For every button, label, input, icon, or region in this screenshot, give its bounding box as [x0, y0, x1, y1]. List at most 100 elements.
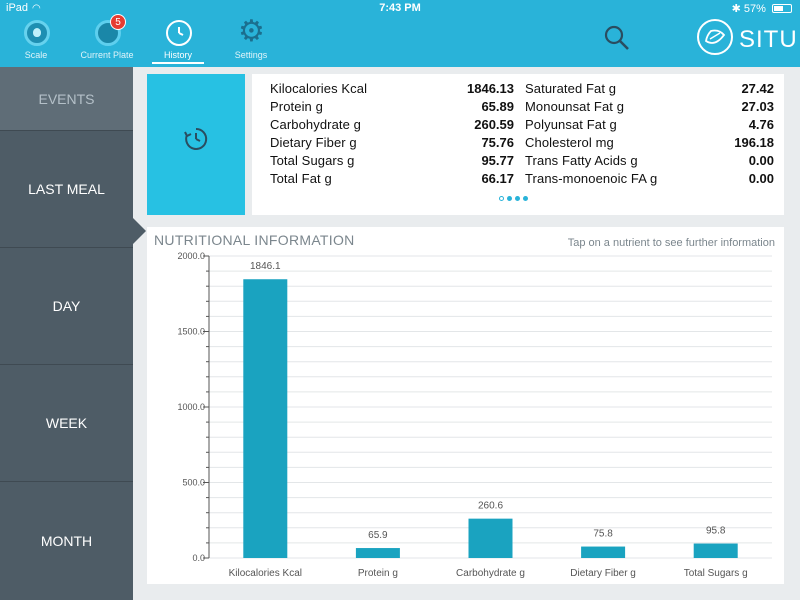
- nutrient-name: Dietary Fiber g: [270, 135, 357, 150]
- nutrient-row[interactable]: Polyunsat Fat g 4.76: [525, 116, 774, 134]
- nutrient-name: Total Sugars g: [270, 153, 355, 168]
- status-time: 7:43 PM: [379, 2, 421, 14]
- page-dot: [507, 196, 512, 201]
- summary-divider: [245, 74, 252, 215]
- nutrient-name: Carbohydrate g: [270, 117, 362, 132]
- chart-bar[interactable]: [581, 546, 626, 558]
- nutrient-value: 0.00: [748, 153, 774, 168]
- nutrient-row[interactable]: Carbohydrate g 260.59: [270, 116, 514, 134]
- sidebar-item-month[interactable]: MONTH: [40, 533, 93, 549]
- nutrient-column-left: Kilocalories Kcal 1846.13 Protein g 65.89 …: [270, 80, 514, 188]
- active-tab-indicator: [152, 62, 204, 64]
- search-icon: [604, 25, 629, 50]
- nutrient-value: 4.76: [748, 117, 774, 132]
- chart-bar[interactable]: [355, 548, 400, 558]
- nutrient-name: Saturated Fat g: [525, 81, 617, 96]
- battery-percent: 57%: [743, 3, 766, 15]
- x-tick-label: Protein g: [358, 568, 398, 579]
- history-tile: [147, 74, 245, 215]
- tab-settings-label: Settings: [234, 50, 268, 60]
- page-dot: [523, 196, 528, 201]
- nutrient-row[interactable]: Trans Fatty Acids g 0.00: [525, 152, 774, 170]
- nutrient-value: 66.17: [481, 171, 514, 186]
- page-indicator[interactable]: [499, 196, 531, 204]
- search-button[interactable]: [603, 24, 631, 52]
- bar-value-label: 95.8: [706, 526, 726, 537]
- scale-icon: [24, 20, 50, 46]
- y-tick-label: 2000.0: [177, 251, 205, 261]
- nutrition-bar-chart: 0.0 500.0 1000.0 1500.0 2000.0 1846.1 Kilocalo…: [177, 251, 772, 579]
- wifi-icon: ◠: [32, 3, 41, 14]
- x-tick-label: Total Sugars g: [684, 568, 748, 579]
- nutrient-row[interactable]: Protein g 65.89: [270, 98, 514, 116]
- x-tick-label: Carbohydrate g: [456, 568, 525, 579]
- nutrient-row[interactable]: Cholesterol mg 196.18: [525, 134, 774, 152]
- nutrient-name: Total Fat g: [270, 171, 332, 186]
- nutrient-row[interactable]: Total Fat g 66.17: [270, 170, 514, 188]
- nutrient-value: 95.77: [481, 153, 514, 168]
- plate-icon: [95, 20, 121, 46]
- bar-value-label: 260.6: [478, 501, 503, 512]
- nutrient-summary-card[interactable]: Kilocalories Kcal 1846.13 Protein g 65.89 …: [147, 74, 784, 215]
- bluetooth-icon: ✱: [731, 3, 741, 15]
- nutrient-value: 75.76: [481, 135, 514, 150]
- sidebar-events-header: EVENTS: [0, 67, 133, 131]
- chart-bar[interactable]: [693, 543, 738, 558]
- tab-current-plate[interactable]: 5 Current Plate: [77, 14, 137, 64]
- x-tick-label: Kilocalories Kcal: [229, 568, 302, 579]
- nutrition-chart-card: 0.0 500.0 1000.0 1500.0 2000.0 1846.1 Kilocalo…: [147, 227, 784, 584]
- history-icon: [184, 127, 208, 150]
- status-bar: iPad ◠ 7:43 PM ✱ 57%: [0, 0, 800, 18]
- nutrient-name: Protein g: [270, 99, 323, 114]
- status-right: ✱ 57%: [732, 2, 792, 15]
- nutrient-value: 27.42: [741, 81, 774, 96]
- situ-logo-icon: [697, 19, 733, 55]
- chart-bar[interactable]: [468, 518, 513, 558]
- nutrient-value: 65.89: [481, 99, 514, 114]
- battery-icon: [772, 4, 792, 13]
- nutrient-row[interactable]: Kilocalories Kcal 1846.13: [270, 80, 514, 98]
- chart-bar[interactable]: [243, 279, 288, 558]
- gear-icon: ⚙: [238, 15, 265, 48]
- tab-scale[interactable]: Scale: [6, 18, 66, 64]
- nutrient-name: Monounsat Fat g: [525, 99, 625, 114]
- nutrient-name: Kilocalories Kcal: [270, 81, 368, 96]
- tab-history-label: History: [163, 50, 192, 60]
- nutrient-value: 27.03: [741, 99, 774, 114]
- nutrient-name: Cholesterol mg: [525, 135, 614, 150]
- sidebar: EVENTS LAST MEAL DAY WEEK MONTH: [0, 67, 133, 600]
- nutrient-name: Trans Fatty Acids g: [525, 153, 638, 168]
- sidebar-item-week[interactable]: WEEK: [0, 365, 133, 482]
- nutrient-value: 1846.13: [467, 81, 514, 96]
- bar-value-label: 1846.1: [250, 261, 281, 272]
- nutrient-name: Trans-monoenoic FA g: [525, 171, 658, 186]
- brand-name: SITU: [739, 26, 798, 53]
- history-clock-icon: [166, 20, 192, 46]
- nutrient-row[interactable]: Monounsat Fat g 27.03: [525, 98, 774, 116]
- device-name: iPad: [6, 2, 29, 14]
- nutrient-row[interactable]: Trans-monoenoic FA g 0.00: [525, 170, 774, 188]
- nutrient-row[interactable]: Saturated Fat g 27.42: [525, 80, 774, 98]
- y-tick-label: 1500.0: [177, 327, 205, 337]
- nutrient-value: 196.18: [734, 135, 774, 150]
- selected-item-pointer: [133, 218, 146, 244]
- nutrient-value: 0.00: [748, 171, 774, 186]
- y-tick-label: 0.0: [192, 553, 205, 563]
- sidebar-item-last-meal[interactable]: LAST MEAL: [0, 131, 133, 248]
- nutrient-column-right: Saturated Fat g 27.42 Monounsat Fat g 27.0…: [525, 80, 774, 188]
- nutrient-name: Polyunsat Fat g: [525, 117, 617, 132]
- page-dot: [499, 196, 504, 201]
- sidebar-item-day[interactable]: DAY: [0, 248, 133, 365]
- y-tick-label: 1000.0: [177, 402, 205, 412]
- nutrient-row[interactable]: Dietary Fiber g 75.76: [270, 134, 514, 152]
- nutrient-row[interactable]: Total Sugars g 95.77: [270, 152, 514, 170]
- x-tick-label: Dietary Fiber g: [570, 568, 636, 579]
- status-device: iPad ◠: [6, 2, 41, 14]
- tab-settings[interactable]: ⚙ Settings: [221, 15, 281, 64]
- tab-history[interactable]: History: [148, 18, 208, 64]
- chart-hint: Tap on a nutrient to see further informa…: [567, 237, 775, 249]
- battery-level: [774, 6, 784, 11]
- bar-value-label: 75.8: [593, 529, 613, 540]
- top-bar: iPad ◠ 7:43 PM ✱ 57% Scale 5 Current Plat…: [0, 0, 800, 67]
- tab-current-plate-label: Current Plate: [80, 50, 134, 60]
